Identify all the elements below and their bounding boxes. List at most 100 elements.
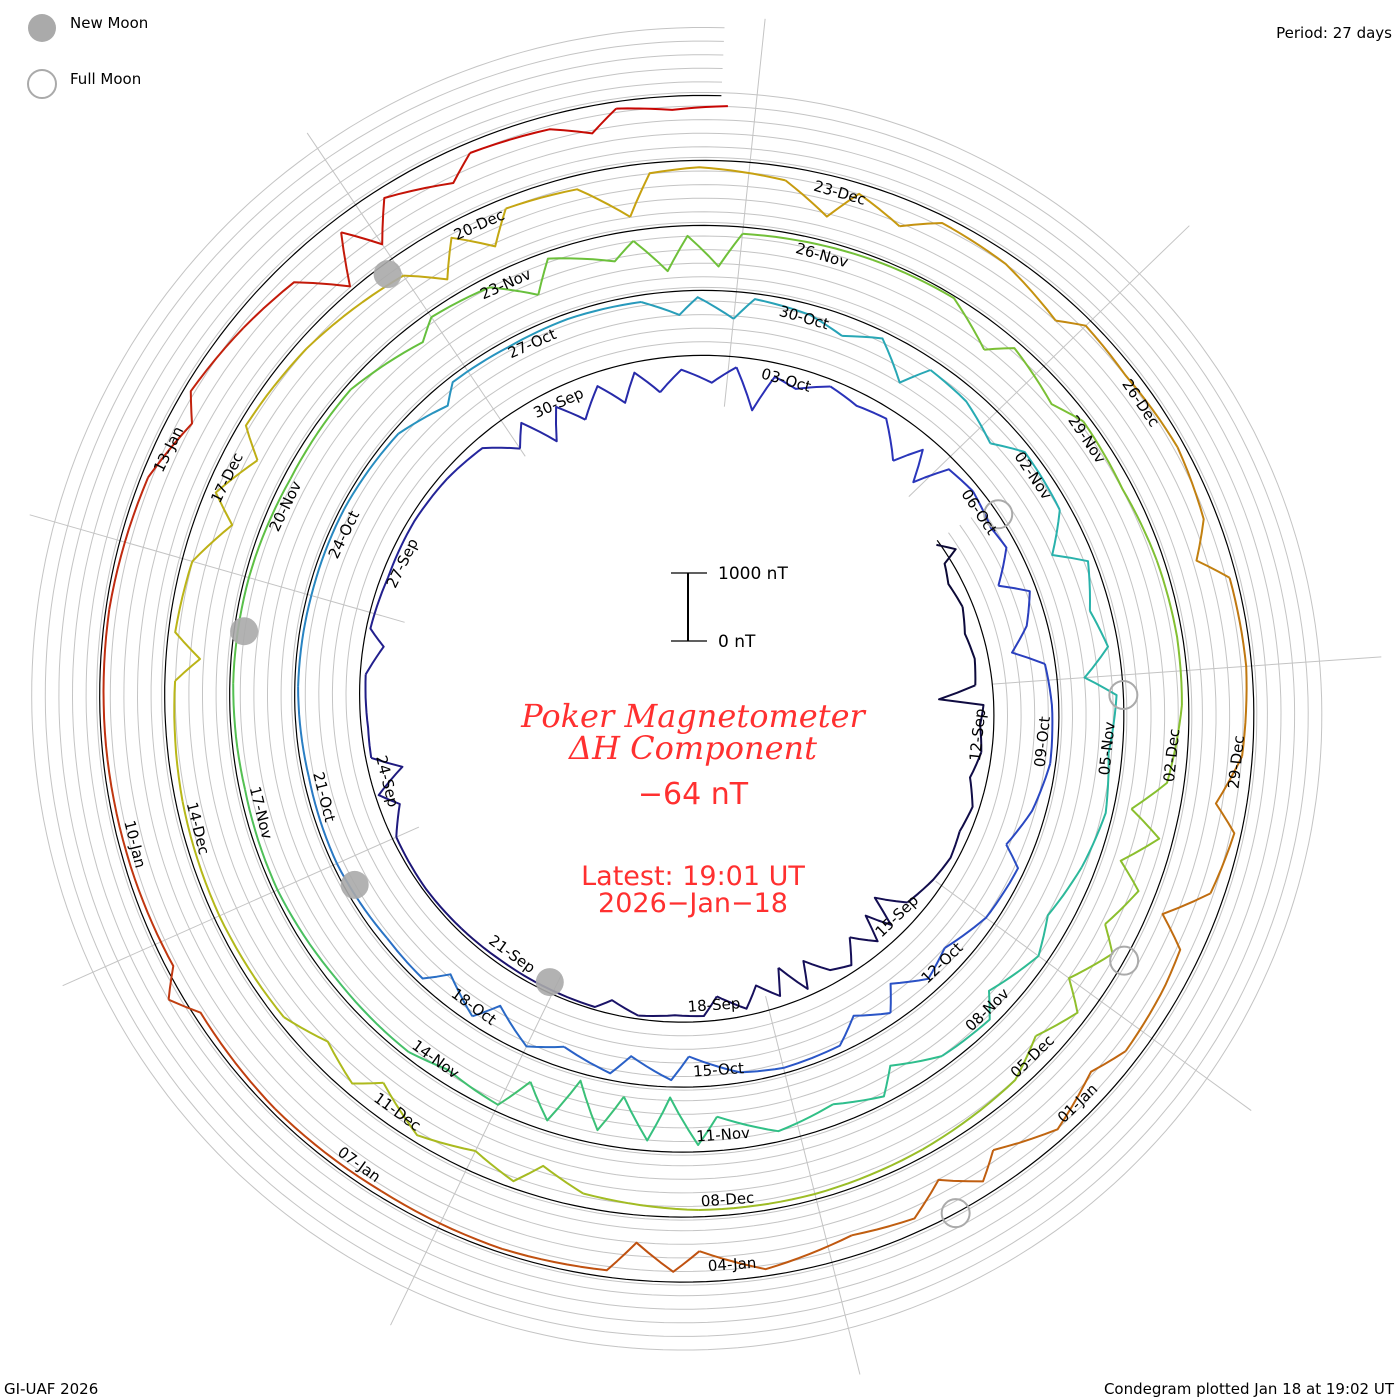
trace-segment <box>340 152 471 246</box>
trace-segment <box>474 1150 584 1195</box>
trace-segment <box>899 222 1057 322</box>
trace-segment <box>833 1055 943 1106</box>
full-moon-marker <box>940 1198 971 1229</box>
radial-spoke <box>306 132 526 457</box>
trace-segment <box>382 1082 476 1152</box>
date-label: 01-Jan <box>1054 1080 1101 1127</box>
full-moon-marker <box>1108 679 1139 710</box>
trace-segment <box>519 405 586 449</box>
trace-segment <box>632 233 744 273</box>
trace-segment <box>699 1234 853 1271</box>
trace-segment <box>1209 755 1243 894</box>
radial-spoke <box>908 225 1190 497</box>
radial-spoke <box>62 826 420 987</box>
trace-segment <box>941 955 1040 1057</box>
date-label: 13-Jan <box>150 424 187 475</box>
trace-segment <box>297 686 310 778</box>
date-label: 20-Dec <box>451 206 507 244</box>
trace-segment <box>310 508 346 596</box>
grid-spiral <box>58 54 1296 1324</box>
current-value: −64 nT <box>638 777 749 812</box>
date-label: 09-Oct <box>1031 715 1054 768</box>
trace-segment <box>505 188 631 218</box>
grid-spirals <box>31 27 1323 1351</box>
trace-segment <box>370 756 404 838</box>
trace-segment <box>958 752 983 832</box>
footer-plotted-time: Condegram plotted Jan 18 at 19:02 UT <box>1104 1380 1395 1398</box>
magnetometer-trace <box>102 105 1248 1273</box>
date-label: 17-Dec <box>207 450 247 506</box>
date-label: 30-Oct <box>777 302 831 333</box>
trace-segment <box>408 1051 532 1106</box>
trace-segment <box>297 595 313 687</box>
grid-spiral <box>31 27 1323 1351</box>
trace-segment <box>851 1149 995 1237</box>
trace-segment <box>191 459 259 563</box>
trace-segment <box>929 369 992 444</box>
trace-segment <box>147 327 245 478</box>
scale-bar: 1000 nT 0 nT <box>671 564 788 652</box>
date-label: 27-Oct <box>505 325 559 362</box>
trace-segment <box>168 998 276 1110</box>
date-label: 12-Sep <box>966 708 989 762</box>
trace-segment <box>244 348 308 461</box>
trace-segment <box>232 683 246 790</box>
date-label: 24-Oct <box>325 508 364 562</box>
trace-segment <box>784 179 901 227</box>
radial-spoke <box>390 974 562 1326</box>
trace-segment <box>289 388 352 480</box>
trace-segment <box>1130 704 1183 810</box>
date-label: 11-Nov <box>696 1124 751 1146</box>
full-moon-legend-label: Full Moon <box>70 70 141 88</box>
date-label: 03-Oct <box>759 365 813 396</box>
date-label: 18-Sep <box>687 994 741 1016</box>
trace-segment <box>1051 509 1091 611</box>
trace-segment <box>938 684 985 753</box>
trace-segment <box>1104 808 1161 925</box>
trace-segment <box>961 606 977 686</box>
trace-segment <box>350 316 433 391</box>
trace-segment <box>872 258 986 351</box>
date-label: 04-Jan <box>707 1254 757 1275</box>
trace-segment <box>469 107 617 154</box>
radial-spoke <box>935 880 1252 1111</box>
trace-segment <box>1176 446 1231 579</box>
grid-spiral <box>44 40 1309 1337</box>
trace-segment <box>716 1103 834 1133</box>
date-label: 26-Nov <box>794 239 851 271</box>
trace-segment <box>1055 319 1179 448</box>
trace-segment <box>1082 420 1158 561</box>
trace-segment <box>397 346 509 435</box>
grid-spiral <box>85 81 1268 1297</box>
trace-segment <box>247 478 292 578</box>
radial-spoke <box>765 995 861 1375</box>
trace-segment <box>430 286 539 318</box>
trace-segment <box>1037 866 1083 957</box>
trace-segment <box>307 777 338 864</box>
chart-subtitle: ΔH Component <box>567 729 817 767</box>
scale-top-label: 1000 nT <box>718 564 788 584</box>
trace-segment <box>944 844 1019 949</box>
trace-segment <box>582 1192 699 1211</box>
date-label: 23-Dec <box>812 177 868 209</box>
date-label: 23-Nov <box>477 265 534 303</box>
date-label: 05-Dec <box>1007 1031 1058 1081</box>
trace-segment <box>638 995 718 1018</box>
trace-segment <box>1035 923 1114 1037</box>
trace-segment <box>501 1241 701 1273</box>
trace-segment <box>395 836 463 930</box>
trace-segment <box>990 442 1061 511</box>
trace-segment <box>829 385 895 461</box>
radial-spoke <box>723 18 766 407</box>
new-moon-marker <box>373 260 402 289</box>
trace-segment <box>688 1055 784 1074</box>
trace-segment <box>629 166 786 218</box>
trace-segment <box>616 105 728 111</box>
date-label: 29-Nov <box>1064 412 1109 467</box>
footer-credit: GI-UAF 2026 <box>4 1380 98 1398</box>
date-label: 02-Dec <box>1160 728 1183 783</box>
date-label: 05-Nov <box>1095 721 1119 776</box>
trace-segment <box>276 889 337 979</box>
trace-segment <box>842 334 931 384</box>
